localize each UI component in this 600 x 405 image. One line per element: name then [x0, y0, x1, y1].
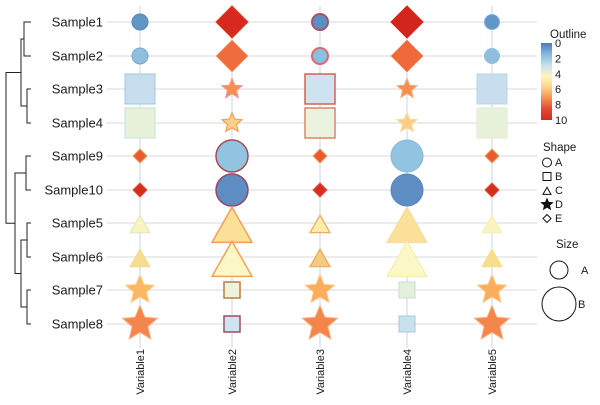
mark-Sample6-Variable1 [129, 248, 151, 268]
mark-Sample3-Variable4 [395, 77, 419, 99]
mark-Sample6-Variable3 [308, 247, 332, 268]
colorbar-tick-label: 0 [555, 38, 561, 50]
mark-Sample4-Variable3 [304, 107, 336, 139]
mark-Sample8-Variable5 [473, 304, 511, 340]
row-label-Sample5: Sample5 [52, 216, 103, 231]
colorbar-tick-label: 2 [555, 53, 561, 65]
mark-Sample9-Variable4 [390, 139, 424, 173]
colorbar-tick-label: 4 [555, 69, 561, 81]
mark-Sample3-Variable3 [304, 73, 336, 105]
mark-Sample9-Variable1 [132, 148, 148, 164]
mark-Sample4-Variable4 [395, 111, 419, 133]
mark-Sample6-Variable2 [210, 239, 254, 278]
mark-Sample7-Variable5 [476, 273, 508, 304]
mark-Sample5-Variable4 [386, 206, 428, 243]
dendrogram-branch [25, 155, 31, 191]
mark-Sample10-Variable1 [132, 182, 148, 198]
row-label-Sample8: Sample8 [52, 317, 103, 332]
column-label-Variable5: Variable5 [487, 349, 499, 395]
row-label-Sample2: Sample2 [52, 49, 103, 64]
shape-legend-label-E: E [555, 213, 562, 225]
diamond-legend-icon [542, 213, 552, 224]
dendrogram-branch [26, 88, 31, 124]
size-legend-circle-A [549, 260, 569, 280]
star-legend-icon [540, 197, 554, 211]
colorbar-tick-label: 8 [555, 100, 561, 112]
mark-Sample10-Variable4 [390, 173, 424, 207]
column-label-Variable2: Variable2 [227, 349, 239, 395]
row-label-Sample6: Sample6 [52, 250, 103, 265]
mark-Sample5-Variable1 [129, 214, 151, 234]
mark-Sample8-Variable4 [398, 315, 416, 333]
mark-Sample4-Variable2 [220, 110, 244, 133]
mark-Sample9-Variable2 [215, 139, 249, 173]
column-label-Variable3: Variable3 [315, 349, 327, 395]
mark-Sample2-Variable3 [311, 47, 329, 65]
row-label-Sample3: Sample3 [52, 82, 103, 97]
mark-Sample4-Variable1 [124, 107, 156, 139]
mark-Sample9-Variable3 [312, 148, 328, 164]
mark-Sample7-Variable4 [398, 281, 416, 299]
row-label-Sample9: Sample9 [52, 149, 103, 164]
outline-legend-title: Outline [550, 29, 586, 41]
mark-Sample5-Variable2 [210, 205, 254, 244]
mark-Sample7-Variable1 [124, 273, 156, 304]
mark-Sample3-Variable5 [476, 73, 508, 105]
mark-Sample1-Variable4 [390, 5, 424, 39]
size-legend-circle-B [541, 286, 577, 322]
triangle-legend-icon [542, 186, 552, 195]
mark-Sample7-Variable3 [304, 273, 336, 304]
mark-Sample6-Variable4 [386, 240, 428, 277]
dendrogram-branch [20, 239, 27, 308]
mark-Sample8-Variable2 [223, 315, 241, 333]
column-label-Variable4: Variable4 [402, 349, 414, 395]
colorbar [541, 43, 552, 120]
shape-legend-label-B: B [555, 171, 562, 183]
mark-Sample3-Variable1 [124, 73, 156, 105]
dendrogram-branch [23, 21, 31, 57]
colorbar-tick-label: 6 [555, 84, 561, 96]
mark-Sample5-Variable5 [481, 214, 503, 234]
mark-Sample4-Variable5 [476, 107, 508, 139]
mark-Sample1-Variable1 [131, 13, 149, 31]
size-legend-label-B: B [578, 299, 585, 311]
size-legend-label-A: A [581, 265, 589, 277]
mark-Sample2-Variable2 [215, 39, 249, 73]
dendrogram-branch [26, 222, 31, 258]
size-legend-title: Size [556, 239, 578, 251]
row-label-Sample4: Sample4 [52, 116, 103, 131]
mark-Sample3-Variable2 [220, 76, 244, 99]
shape-legend-title: Shape [543, 142, 576, 154]
mark-Sample9-Variable5 [484, 148, 500, 164]
mark-Sample6-Variable5 [481, 248, 503, 268]
circle-legend-icon [542, 157, 552, 168]
dendrogram-branch [26, 289, 31, 325]
mark-Sample1-Variable5 [484, 14, 500, 30]
row-label-Sample7: Sample7 [52, 283, 103, 298]
mark-Sample2-Variable1 [131, 47, 149, 65]
mark-Sample2-Variable4 [390, 39, 424, 73]
colorbar-tick-label: 10 [555, 115, 567, 127]
row-label-Sample1: Sample1 [52, 15, 103, 30]
mark-Sample1-Variable3 [311, 13, 329, 31]
mark-Sample10-Variable3 [312, 182, 328, 198]
mark-Sample10-Variable2 [215, 173, 249, 207]
mark-Sample8-Variable1 [121, 304, 159, 340]
mark-Sample1-Variable2 [215, 5, 249, 39]
mark-Sample7-Variable2 [223, 281, 241, 299]
mark-Sample5-Variable3 [308, 213, 332, 234]
mark-Sample2-Variable5 [484, 48, 500, 64]
shape-legend-label-C: C [555, 185, 563, 197]
mark-Sample8-Variable3 [301, 304, 339, 340]
square-legend-icon [542, 172, 552, 181]
shape-legend-label-A: A [555, 157, 563, 169]
mark-Sample10-Variable5 [484, 182, 500, 198]
dendrogram-branch [5, 72, 21, 224]
column-label-Variable1: Variable1 [135, 349, 147, 395]
row-label-Sample10: Sample10 [44, 183, 103, 198]
shape-legend-label-D: D [555, 199, 563, 211]
